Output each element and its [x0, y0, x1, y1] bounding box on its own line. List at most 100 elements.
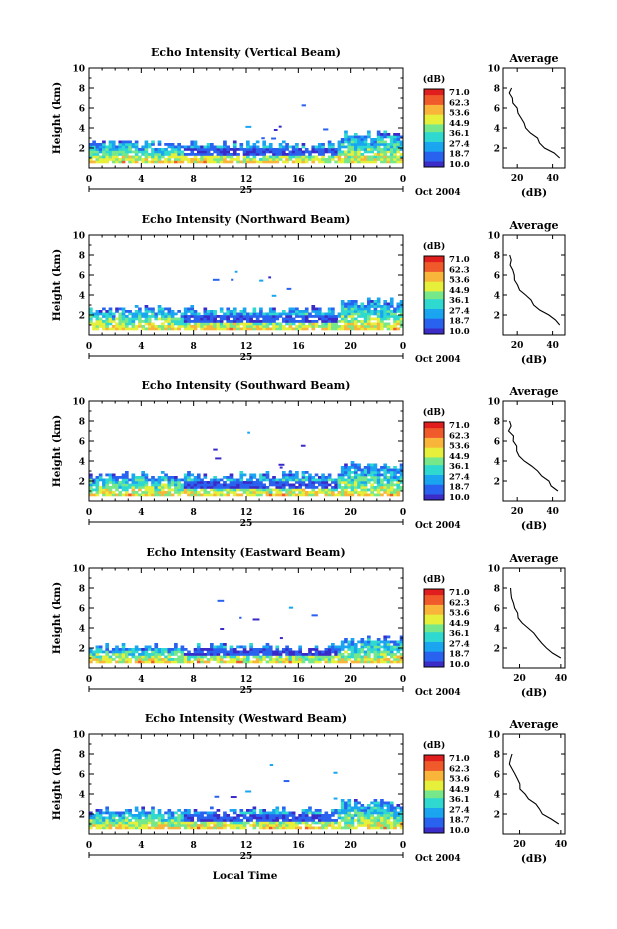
- echo-cell: [141, 653, 145, 656]
- echo-cell: [180, 653, 185, 656]
- echo-cell: [373, 317, 378, 321]
- echo-cell: [380, 305, 384, 308]
- echo-cell: [367, 635, 371, 639]
- echo-cell: [190, 660, 195, 664]
- echo-cell: [183, 155, 188, 159]
- colorbar-segment: [424, 157, 444, 160]
- profile-y-tick-label: 10: [487, 232, 500, 242]
- profile-y-tick-label: 4: [494, 292, 500, 302]
- echo-cell: [252, 312, 257, 316]
- panel-1: Echo Intensity (Northward Beam)0 4 8 12 16 20…: [51, 213, 566, 366]
- echo-cell: [196, 481, 201, 484]
- profile-title: Average: [508, 718, 558, 731]
- echo-cell: [363, 145, 368, 149]
- profile-y-tick-label: 8: [494, 418, 500, 428]
- colorbar-tick-label: 36.1: [449, 129, 470, 139]
- echo-cell: [357, 493, 361, 497]
- colorbar-segment: [424, 831, 444, 834]
- echo-cell: [363, 478, 368, 482]
- echo-cell: [219, 650, 224, 654]
- echo-cell: [242, 816, 247, 820]
- colorbar-segment: [424, 827, 444, 830]
- echo-cell: [370, 660, 374, 664]
- echo-cell: [399, 317, 404, 321]
- echo-cell: [357, 650, 361, 654]
- echo-cell: [281, 658, 286, 661]
- echo-cell: [174, 327, 178, 331]
- echo-cell: [273, 129, 278, 131]
- echo-cell: [213, 158, 217, 161]
- echo-cell: [350, 645, 355, 649]
- echo-cell: [128, 824, 132, 827]
- x-tick-label: 8: [191, 508, 197, 518]
- echo-cell: [219, 153, 224, 156]
- echo-cell: [386, 643, 391, 646]
- echo-cell: [134, 650, 139, 654]
- echo-cell: [275, 655, 280, 659]
- echo-cell: [174, 488, 178, 492]
- echo-cell: [259, 493, 263, 497]
- echo-cell: [363, 143, 368, 146]
- echo-cell: [255, 491, 260, 494]
- echo-cell: [383, 801, 388, 805]
- echo-cell: [376, 297, 381, 301]
- echo-cell: [190, 148, 195, 151]
- echo-cell: [246, 322, 250, 326]
- echo-cell: [396, 322, 401, 326]
- colorbar-segment: [424, 159, 444, 162]
- echo-cell: [170, 317, 175, 321]
- echo-cell: [239, 645, 244, 649]
- echo-cell: [164, 307, 168, 311]
- echo-cell: [367, 493, 371, 497]
- echo-cell: [157, 317, 162, 321]
- echo-cell: [367, 160, 371, 164]
- echo-cell: [383, 476, 388, 479]
- echo-cell: [314, 648, 319, 651]
- echo-cell: [92, 327, 96, 331]
- echo-cell: [298, 325, 302, 328]
- echo-cell: [301, 322, 306, 326]
- echo-cell: [183, 811, 188, 815]
- colorbar-segment: [424, 257, 444, 261]
- echo-cell: [281, 816, 286, 820]
- profile-y-tick-label: 10: [487, 731, 500, 741]
- profile-y-tick-label: 8: [494, 85, 500, 95]
- echo-cell: [357, 806, 361, 810]
- echo-cell: [291, 320, 296, 323]
- echo-cell: [268, 493, 273, 497]
- echo-cell: [210, 317, 214, 321]
- echo-cell: [353, 819, 358, 822]
- echo-cell: [229, 645, 234, 649]
- echo-cell: [314, 493, 319, 497]
- echo-cell: [151, 660, 155, 664]
- echo-cell: [350, 145, 355, 149]
- echo-cell: [252, 307, 257, 311]
- echo-cell: [131, 491, 136, 494]
- echo-cell: [219, 488, 224, 492]
- echo-cell: [255, 322, 260, 326]
- echo-cell: [308, 648, 312, 651]
- echo-cell: [334, 325, 338, 328]
- echo-cell: [298, 819, 302, 822]
- echo-cell: [232, 320, 237, 323]
- echo-cell: [157, 653, 162, 656]
- echo-cell: [223, 158, 227, 161]
- echo-cell: [314, 645, 319, 649]
- echo-cell: [357, 648, 361, 651]
- echo-cell: [200, 811, 204, 815]
- echo-cell: [373, 801, 378, 805]
- echo-cell: [141, 658, 145, 661]
- colorbar-tick-label: 44.9: [449, 785, 470, 795]
- echo-cell: [236, 655, 240, 659]
- echo-cell: [131, 486, 136, 489]
- echo-cell: [334, 148, 338, 151]
- echo-cell: [190, 143, 195, 146]
- echo-cell: [360, 478, 365, 482]
- echo-cell: [95, 158, 100, 161]
- echo-cell: [347, 640, 352, 644]
- colorbar-tick-label: 44.9: [449, 286, 470, 296]
- echo-cell: [285, 155, 289, 159]
- echo-cell: [105, 806, 110, 810]
- x-tick-label: 0: [400, 841, 406, 851]
- echo-cell: [327, 140, 332, 144]
